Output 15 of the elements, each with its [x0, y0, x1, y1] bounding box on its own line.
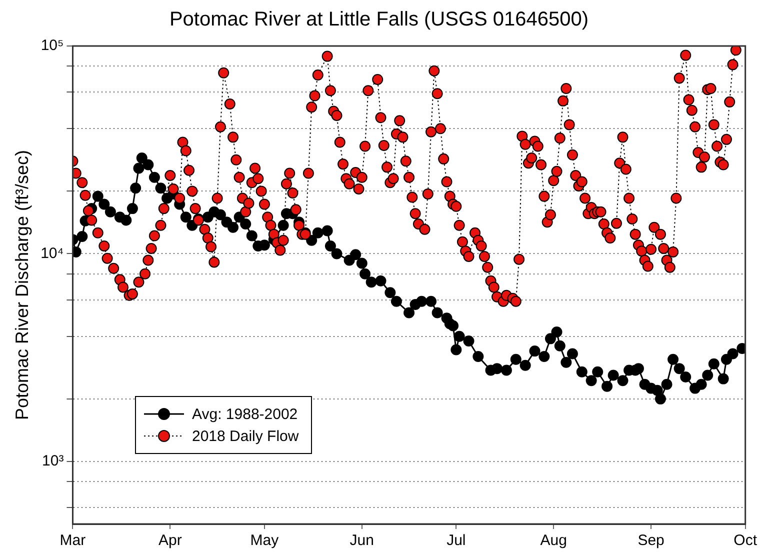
x-tick-label: Sep [638, 532, 664, 550]
x-tick-label: Oct [734, 532, 758, 550]
x-tick-label: Aug [540, 532, 567, 550]
y-tick-label: 10⁴ [40, 244, 64, 262]
x-tick-label: May [250, 532, 280, 550]
y-axis-title: Potomac River Discharge (ft³/sec) [12, 150, 32, 420]
x-tick-label: Jul [446, 532, 466, 550]
x-tick-label: Jun [350, 532, 374, 550]
y-tick-label: 10⁵ [40, 37, 64, 54]
x-tick-label: Mar [60, 532, 86, 550]
y-tick-label: 10³ [42, 452, 64, 470]
chart-title: Potomac River at Little Falls (USGS 01646500) [169, 8, 589, 31]
legend-label: 2018 Daily Flow [192, 428, 299, 444]
x-tick-label: Apr [158, 532, 182, 550]
legend-label: Avg: 1988-2002 [192, 406, 298, 422]
